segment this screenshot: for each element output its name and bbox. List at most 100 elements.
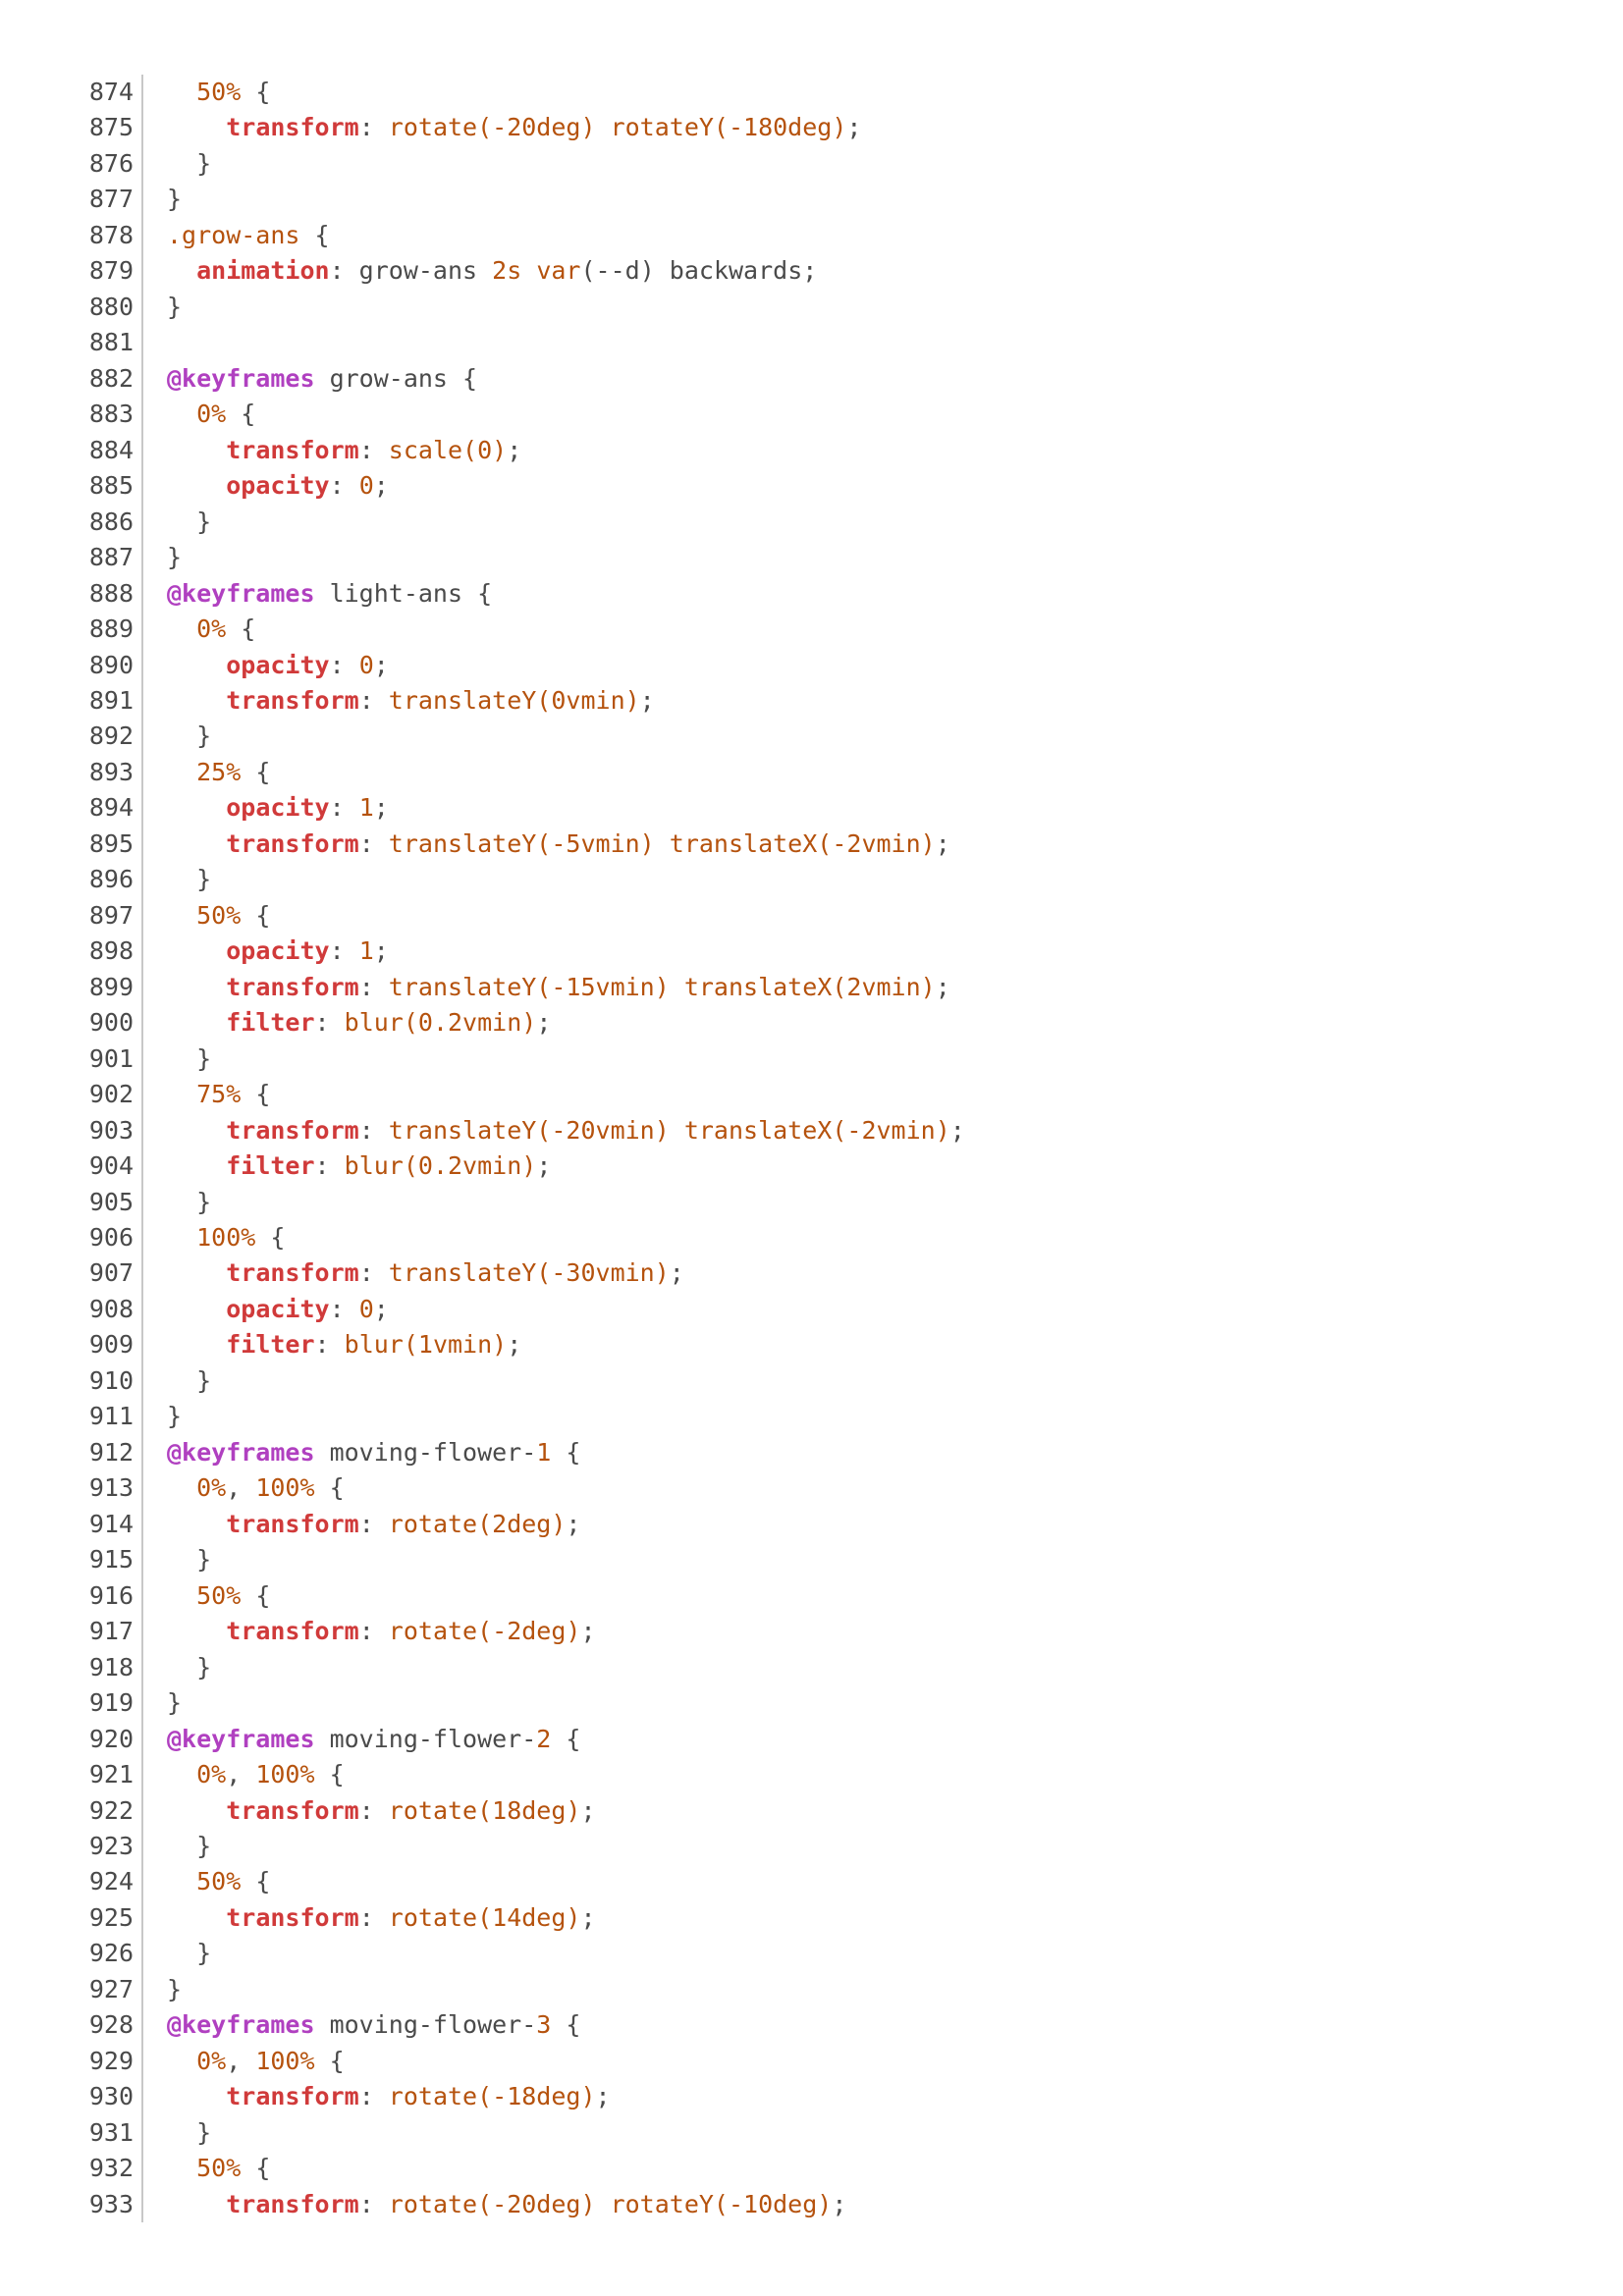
code-token: } <box>167 148 212 178</box>
code-token <box>167 651 226 679</box>
code-token: : <box>358 1509 389 1538</box>
code-token: , <box>226 1473 256 1503</box>
code-line: 930 transform: rotate(-18deg); <box>0 2079 1623 2115</box>
code-token: , <box>226 2046 256 2075</box>
code-text: } <box>143 719 211 754</box>
code-text: 100% { <box>143 1220 285 1255</box>
code-token: } <box>167 1939 212 1968</box>
line-number: 894 <box>0 790 143 827</box>
css-property: animation <box>196 256 330 286</box>
line-number: 933 <box>0 2186 143 2223</box>
code-listing: 874 50% {875 transform: rotate(-20deg) r… <box>0 75 1623 2223</box>
code-text: @keyframes grow-ans { <box>143 361 477 397</box>
line-number: 874 <box>0 75 143 111</box>
css-value: rotate(2deg) <box>388 1509 567 1538</box>
at-rule-keyword: @keyframes <box>167 578 315 608</box>
code-token <box>167 936 226 965</box>
css-value: 1 <box>358 793 374 823</box>
css-property: transform <box>226 1509 359 1538</box>
keyframe-percent: 25% <box>196 757 242 786</box>
code-line: 915 } <box>0 1542 1623 1578</box>
code-token: } <box>167 185 183 214</box>
css-value: rotate(-18deg) <box>388 2082 596 2111</box>
code-line: 918 } <box>0 1649 1623 1686</box>
code-token <box>167 1867 196 1896</box>
code-text: 50% { <box>143 75 270 110</box>
code-token: { <box>241 900 271 930</box>
css-value: rotate(14deg) <box>388 1902 581 1932</box>
line-number: 887 <box>0 540 143 576</box>
code-line: 906 100% { <box>0 1220 1623 1256</box>
code-line: 916 50% { <box>0 1577 1623 1615</box>
code-token: ; <box>507 435 522 464</box>
code-token: } <box>167 1402 183 1431</box>
code-token <box>167 1295 226 1323</box>
line-number: 914 <box>0 1506 143 1543</box>
line-number: 891 <box>0 682 143 720</box>
code-line: 890 opacity: 0; <box>0 647 1623 683</box>
line-number: 888 <box>0 575 143 613</box>
css-value: 0 <box>358 471 374 501</box>
css-property: transform <box>226 828 359 858</box>
line-number: 883 <box>0 397 143 433</box>
code-token: : <box>358 435 389 464</box>
css-property: opacity <box>226 650 330 679</box>
code-line: 888 @keyframes light-ans { <box>0 575 1623 613</box>
code-token: : <box>314 1008 345 1038</box>
line-number: 920 <box>0 1721 143 1758</box>
code-line: 884 transform: scale(0); <box>0 432 1623 469</box>
keyframe-percent: 0% <box>196 1760 227 1789</box>
code-line: 926 } <box>0 1936 1623 1972</box>
code-line: 886 } <box>0 504 1623 541</box>
code-text: } <box>143 2115 211 2151</box>
code-token <box>167 793 226 822</box>
code-token: : <box>358 113 389 142</box>
code-text: } <box>143 1185 211 1220</box>
code-token <box>167 113 226 141</box>
code-token: } <box>167 721 212 751</box>
keyframe-percent: 50% <box>196 900 242 930</box>
code-token <box>167 78 196 106</box>
code-token: } <box>167 865 212 894</box>
code-line: 903 transform: translateY(-20vmin) trans… <box>0 1112 1623 1149</box>
code-token <box>167 1473 196 1502</box>
code-token: ; <box>935 828 950 858</box>
line-number: 918 <box>0 1649 143 1686</box>
code-token: { <box>226 400 256 429</box>
css-value: translateY(-20vmin) translateX(-2vmin) <box>388 1115 950 1145</box>
code-token: { <box>551 2010 581 2040</box>
code-token: { <box>241 1080 271 1109</box>
line-number: 893 <box>0 754 143 791</box>
code-token: } <box>167 1831 212 1860</box>
keyframe-percent: 0% <box>196 2046 227 2075</box>
code-token <box>167 1510 226 1538</box>
code-text: } <box>143 1650 211 1685</box>
code-line: 925 transform: rotate(14deg); <box>0 1899 1623 1937</box>
code-line: 923 } <box>0 1828 1623 1865</box>
css-property: transform <box>226 1258 359 1288</box>
line-number: 925 <box>0 1899 143 1937</box>
keyframe-percent: 50% <box>196 2154 242 2183</box>
code-text: } <box>143 1542 211 1577</box>
code-text: filter: blur(0.2vmin); <box>143 1148 551 1184</box>
css-value: scale(0) <box>388 435 508 464</box>
code-token <box>167 1760 196 1789</box>
line-number: 911 <box>0 1399 143 1435</box>
keyframe-percent: 75% <box>196 1080 242 1109</box>
code-text: } <box>143 182 182 217</box>
line-number: 907 <box>0 1255 143 1292</box>
code-token: } <box>167 292 183 321</box>
code-token: { <box>241 78 271 106</box>
code-line: 922 transform: rotate(18deg); <box>0 1792 1623 1829</box>
line-number: 902 <box>0 1077 143 1113</box>
keyframe-percent: 0% <box>196 1473 227 1503</box>
css-property: opacity <box>226 793 330 823</box>
code-token: moving-flower- <box>314 1724 537 1753</box>
css-property: transform <box>226 1115 359 1145</box>
line-number: 899 <box>0 969 143 1006</box>
code-token: : <box>358 2082 389 2111</box>
code-token: (--d) backwards; <box>580 256 818 286</box>
line-number: 890 <box>0 647 143 683</box>
code-token: : <box>314 1330 345 1360</box>
css-value: 1 <box>536 1437 552 1467</box>
